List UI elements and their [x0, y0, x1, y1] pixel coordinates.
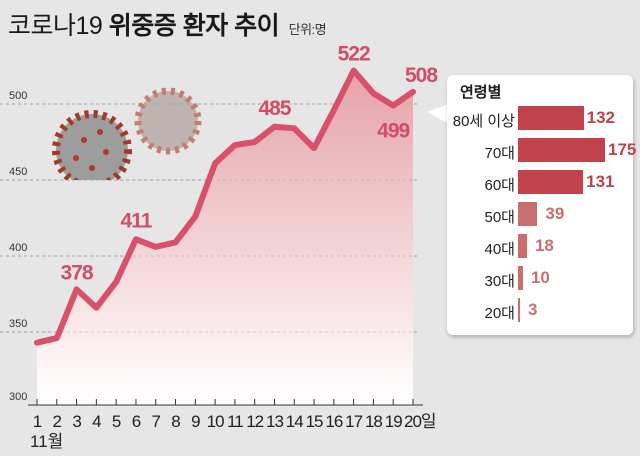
age-bar	[518, 234, 527, 258]
age-label: 50대	[484, 209, 516, 226]
x-tick-label: 20일	[404, 412, 436, 431]
age-value: 39	[545, 204, 565, 223]
x-tick-label: 2	[53, 412, 62, 431]
age-value: 131	[586, 172, 615, 191]
virus-blurred-icon	[134, 87, 202, 155]
x-tick-label: 10	[207, 412, 224, 431]
age-bar	[518, 170, 584, 194]
age-label: 60대	[484, 177, 516, 194]
age-label: 80세 이상	[452, 113, 515, 130]
data-label: 411	[121, 209, 153, 232]
y-tick-label: 300	[9, 391, 27, 403]
area-fill	[37, 70, 413, 405]
age-bar	[518, 138, 605, 162]
data-label: 485	[258, 97, 291, 120]
x-tick-label: 15	[306, 412, 323, 431]
x-tick-label: 16	[325, 412, 342, 431]
age-breakdown-panel: 연령별 80세 이상 132 70대 175 60대 131 50대 39 40대 18 30대 10…	[447, 75, 637, 335]
virus-icon	[52, 110, 132, 180]
y-tick-label: 350	[9, 318, 27, 330]
age-row: 40대 18	[447, 234, 633, 260]
y-tick-label: 400	[9, 242, 27, 254]
age-value: 10	[530, 268, 550, 287]
data-label: 508	[405, 64, 438, 87]
title-part2: 위중증 환자 추이	[108, 12, 280, 40]
x-tick-label: 1	[33, 412, 42, 431]
x-tick-label: 8	[171, 412, 180, 431]
chart-title: 코로나19 위중증 환자 추이 단위:명	[8, 6, 327, 42]
age-label: 20대	[484, 305, 516, 322]
data-label: 499	[377, 120, 409, 143]
age-value: 175	[608, 140, 637, 159]
y-axis-labels: 300 350 400 450 500	[9, 90, 27, 403]
x-tick-label: 12	[246, 412, 263, 431]
title-part1: 코로나19	[8, 12, 103, 40]
age-row: 80세 이상 132	[447, 106, 633, 132]
age-row: 60대 131	[447, 170, 633, 196]
x-tick-label: 3	[72, 412, 81, 431]
age-row: 20대 3	[447, 298, 633, 324]
age-label: 40대	[484, 241, 516, 258]
x-tick-label: 18	[365, 412, 382, 431]
data-label: 522	[338, 43, 370, 66]
data-label: 378	[61, 261, 94, 284]
age-value: 18	[534, 236, 554, 255]
x-tick-label: 6	[132, 412, 141, 431]
y-tick-label: 500	[9, 90, 27, 102]
x-tick-label: 5	[112, 412, 121, 431]
age-row: 70대 175	[447, 138, 637, 164]
x-tick-label: 4	[92, 412, 101, 431]
age-bar	[518, 266, 523, 290]
unit-label: 단위:명	[288, 22, 327, 37]
callout-pointer	[427, 104, 449, 124]
x-tick-label: 17	[345, 412, 362, 431]
age-bar	[518, 298, 520, 322]
data-line	[34, 67, 416, 346]
x-tick-label: 11	[227, 412, 243, 431]
y-tick-label: 450	[9, 166, 27, 178]
age-row: 50대 39	[447, 202, 633, 228]
data-labels: 378 411 485 522 499 508	[61, 43, 440, 285]
age-bar	[518, 106, 584, 130]
age-label: 70대	[484, 145, 516, 162]
age-value: 132	[586, 108, 615, 127]
x-tick-label: 13	[266, 412, 283, 431]
age-row: 30대 10	[447, 266, 633, 292]
x-tick-label: 9	[191, 412, 200, 431]
x-tick-label: 7	[152, 412, 161, 431]
x-tick-label: 14	[286, 412, 303, 431]
age-bar	[518, 202, 538, 226]
month-label: 11월	[30, 432, 63, 451]
age-value: 3	[528, 300, 538, 319]
age-label: 30대	[484, 273, 516, 290]
panel-title: 연령별	[460, 84, 502, 101]
x-tick-label: 19	[385, 412, 402, 431]
